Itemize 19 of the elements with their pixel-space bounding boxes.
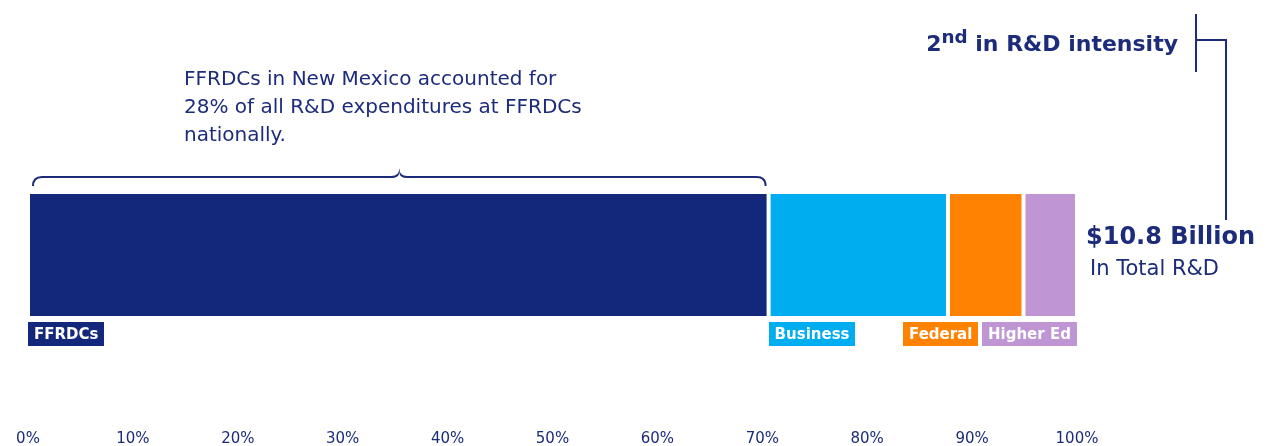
text: In Total R&D — [1090, 256, 1220, 280]
x-tick-label: 70% — [745, 428, 779, 446]
text: 2$^{nd}$ in R&D intensity — [926, 26, 1178, 57]
x-tick-label: 0% — [16, 428, 40, 446]
x-tick-label: 40% — [430, 428, 465, 446]
series-label: Business — [768, 322, 856, 346]
series-label: Federal — [903, 322, 979, 346]
text: FFRDCs in New Mexico accounted for 28% of all R&D expenditures at FFRDCs nationally. — [184, 65, 583, 148]
x-tick-label: 90% — [955, 428, 989, 446]
x-tick-label: 100% — [1055, 428, 1099, 446]
x-tick-label: 10% — [116, 428, 150, 446]
x-tick-label: 50% — [535, 428, 570, 446]
x-tick-label: 20% — [221, 428, 255, 446]
x-tick-label: 60% — [640, 428, 675, 446]
series-label: Higher Ed — [982, 322, 1077, 346]
text: $10.8 Billion — [1086, 222, 1256, 250]
series-label: FFRDCs — [28, 322, 105, 346]
x-tick-label: 30% — [326, 428, 360, 446]
x-tick-label: 80% — [850, 428, 884, 446]
